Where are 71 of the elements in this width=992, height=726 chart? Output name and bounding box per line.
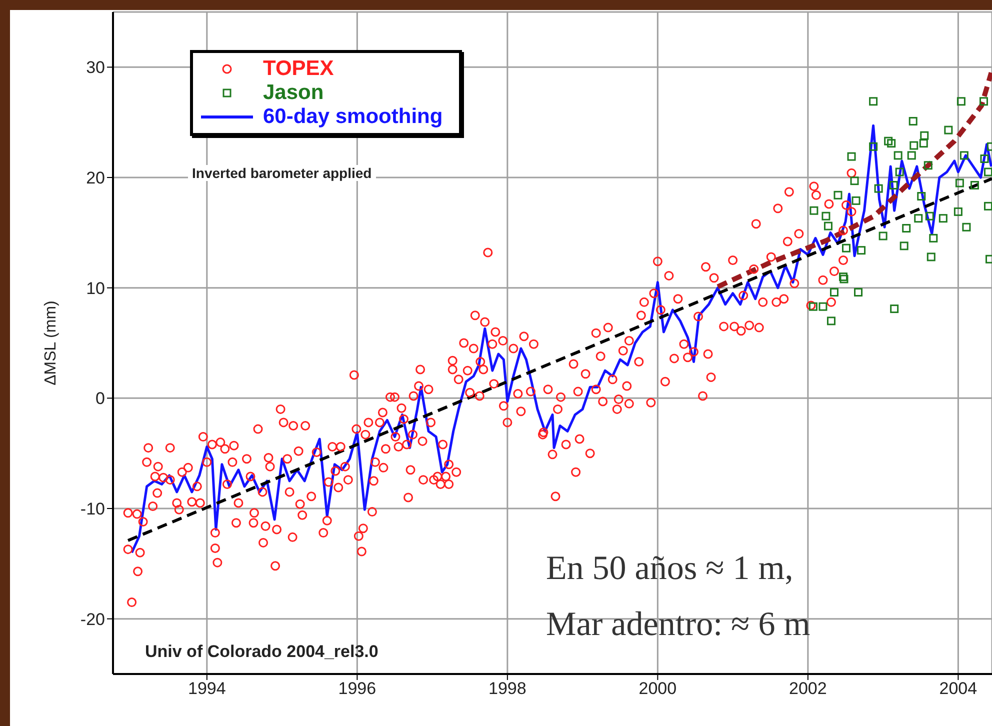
point [914, 214, 923, 223]
annotation: Univ of Colorado 2004_rel3.0 [145, 642, 378, 662]
point [884, 136, 893, 146]
point [850, 176, 859, 186]
point [902, 224, 911, 233]
legend-label: Jason [263, 81, 324, 105]
point [830, 288, 838, 296]
y-tick-label: -10 [80, 500, 105, 519]
point [874, 184, 883, 193]
point [907, 151, 916, 160]
point [824, 222, 832, 230]
x-tick-label: 1996 [338, 679, 376, 698]
point [869, 97, 878, 106]
point [890, 304, 899, 314]
x-tick-label: 1994 [188, 679, 226, 698]
point [834, 190, 842, 200]
point [910, 141, 918, 150]
point [979, 97, 988, 106]
point [984, 168, 992, 176]
point [924, 161, 932, 170]
point [826, 316, 836, 326]
point [822, 212, 830, 220]
point [920, 131, 929, 140]
y-tick-label: 0 [96, 389, 105, 408]
x-tick-label: 2002 [789, 679, 827, 698]
point [919, 139, 928, 148]
point [869, 142, 878, 151]
point [984, 202, 992, 210]
point [917, 192, 926, 201]
point [887, 139, 896, 148]
point [818, 302, 828, 311]
point [808, 302, 818, 311]
annotation: En 50 años ≈ 1 m, [546, 550, 794, 588]
y-tick-label: -20 [80, 610, 105, 629]
point [956, 97, 966, 106]
point [929, 234, 938, 242]
point [925, 212, 934, 220]
y-tick-label: 10 [86, 278, 105, 298]
legend-label: TOPEX [263, 57, 334, 81]
annotation: Mar adentro: ≈ 6 m [546, 606, 810, 644]
x-tick-label: 1998 [488, 679, 526, 698]
point [980, 154, 989, 163]
point [852, 196, 860, 205]
y-tick-label: 20 [86, 168, 105, 188]
legend-label: 60-day smoothing [263, 105, 443, 129]
point [894, 151, 902, 160]
point [878, 232, 888, 240]
point [900, 242, 908, 250]
point [842, 244, 850, 252]
point [962, 222, 971, 232]
annotation: Inverted barometer applied [188, 165, 376, 181]
point [938, 214, 948, 223]
point [955, 178, 964, 188]
x-tick-label: 2004 [939, 679, 978, 698]
point [857, 246, 866, 255]
point [960, 151, 968, 160]
point [970, 180, 979, 190]
point [810, 206, 818, 215]
point [926, 252, 936, 262]
point [840, 274, 848, 284]
point [944, 126, 953, 134]
point [908, 116, 918, 126]
point [854, 288, 863, 296]
y-axis-title: ΔMSL (mm) [42, 300, 60, 386]
point [954, 207, 962, 216]
point [895, 168, 904, 176]
y-tick-label: 30 [86, 58, 105, 78]
point [838, 272, 848, 282]
point [847, 152, 856, 161]
point [889, 180, 898, 190]
x-tick-label: 2000 [638, 679, 677, 698]
